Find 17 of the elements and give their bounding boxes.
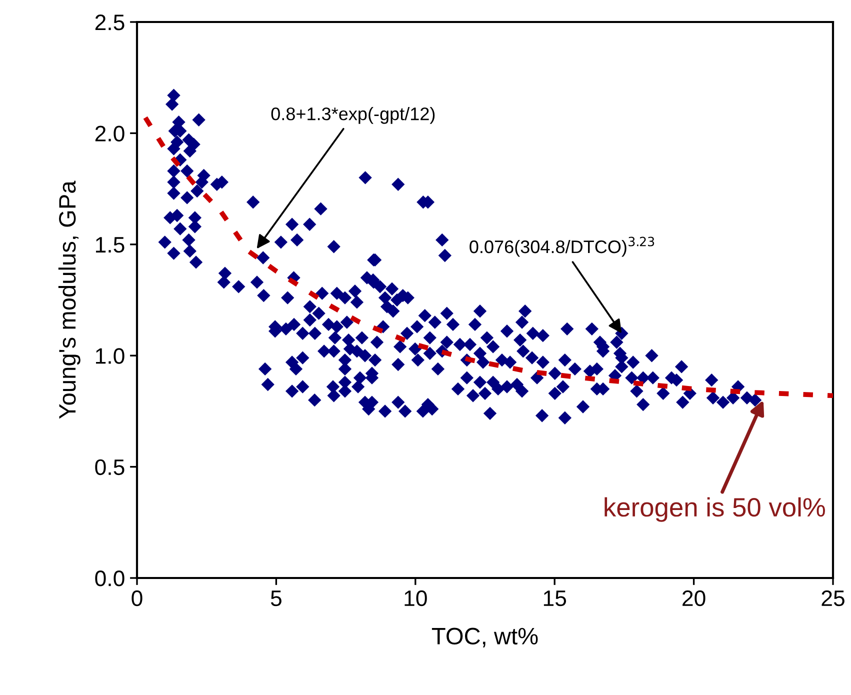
y-tick-label: 0.5 [95, 459, 124, 476]
x-tick-label: 10 [404, 590, 427, 606]
annotation: kerogen is 50 vol% [604, 497, 825, 522]
y-tick-label: 1.5 [96, 237, 124, 253]
x-tick-label: 5 [270, 590, 282, 606]
y-tick-label: 1.0 [96, 348, 124, 364]
y-tick-label: 2.0 [95, 126, 124, 142]
y-tick-label: 0.0 [95, 570, 124, 586]
x-tick-label: 25 [822, 590, 844, 606]
x-tick-label: 20 [682, 590, 706, 606]
annotation: 0.8+1.3*exp(-gpt/12) [271, 107, 435, 124]
x-axis-title: TOC, wt% [432, 628, 538, 648]
y-tick-label: 2.5 [95, 14, 124, 30]
x-tick-label: 0 [132, 590, 142, 606]
x-tick-label: 15 [544, 590, 566, 606]
y-axis-title: Young's modulus, GPa [58, 180, 80, 419]
annotation: 0.076(304.8/DTCO)$^{3.23}$ [470, 236, 654, 257]
